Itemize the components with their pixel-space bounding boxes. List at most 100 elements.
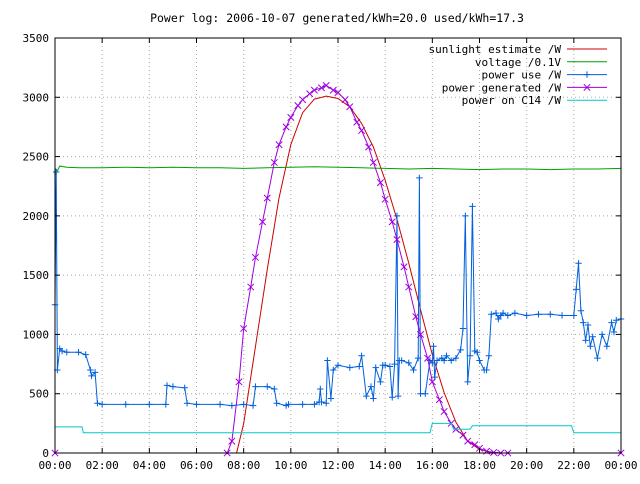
x-tick-label: 00:00 <box>604 459 637 472</box>
data-point-power-use-w <box>216 401 224 408</box>
data-point-power-use-w <box>311 401 318 408</box>
data-point-power-use-w <box>264 383 271 390</box>
data-point-power-use-w <box>98 401 106 408</box>
data-point-power-use-w <box>466 352 474 359</box>
data-point-power-use-w <box>495 315 502 323</box>
data-point-power-use-w <box>582 337 589 344</box>
series-power-on-c14-w <box>55 422 621 434</box>
data-point-power-use-w <box>88 372 95 380</box>
data-point-power-generated-w <box>299 96 307 104</box>
data-point-power-generated-w <box>412 313 420 321</box>
legend-label-power-generated-w: power generated /W <box>442 81 562 94</box>
series-line-voltage-0-1v <box>54 165 622 172</box>
data-point-power-use-w <box>193 401 200 408</box>
data-point-power-generated-w <box>428 378 436 386</box>
data-point-power-use-w <box>323 400 330 407</box>
data-point-power-generated-w <box>263 194 271 202</box>
data-point-power-use-w <box>228 402 236 409</box>
data-point-power-use-w <box>398 357 405 364</box>
legend-marker-power-generated-w <box>583 83 591 91</box>
data-point-power-use-w <box>162 401 170 408</box>
data-point-power-use-w <box>94 400 101 407</box>
data-point-power-use-w <box>414 354 422 362</box>
data-point-power-use-w <box>577 307 585 314</box>
data-point-power-use-w <box>464 378 471 386</box>
data-point-power-use-w <box>572 286 580 293</box>
data-point-power-use-w <box>324 357 331 364</box>
y-tick-label: 500 <box>29 388 49 401</box>
x-tick-label: 12:00 <box>321 459 354 472</box>
data-point-power-generated-w <box>440 407 448 416</box>
data-point-power-use-w <box>584 321 592 329</box>
data-point-power-use-w <box>452 354 460 362</box>
data-point-power-use-w <box>394 392 402 400</box>
tick-layer: 0 500 1000 1500 2000 2500 3000 3500 00:00 02:00 04… <box>23 32 638 472</box>
data-point-power-use-w <box>163 382 171 389</box>
data-point-power-use-w <box>370 395 377 402</box>
data-point-power-use-w <box>327 395 335 402</box>
data-point-power-use-w <box>416 174 423 182</box>
data-point-power-use-w <box>389 394 396 401</box>
data-point-power-generated-w <box>251 253 260 261</box>
y-tick-label: 0 <box>42 447 49 460</box>
data-point-power-use-w <box>75 349 82 356</box>
data-point-power-generated-w <box>464 437 472 445</box>
data-point-power-use-w <box>570 312 578 319</box>
data-point-power-use-w <box>613 317 620 324</box>
data-point-power-generated-w <box>471 441 479 449</box>
data-point-power-use-w <box>485 352 493 359</box>
y-tick-label: 3500 <box>23 32 50 45</box>
data-point-power-generated-w <box>329 86 337 94</box>
data-point-power-generated-w <box>405 283 413 291</box>
x-tick-label: 18:00 <box>463 459 496 472</box>
data-point-power-use-w <box>504 312 511 319</box>
data-point-power-use-w <box>523 312 530 319</box>
data-point-power-use-w <box>181 384 188 391</box>
data-point-power-use-w <box>587 343 594 350</box>
data-point-power-generated-w <box>247 283 255 291</box>
data-point-power-generated-w <box>490 448 498 456</box>
legend-label-power-use-w: power use /W <box>482 69 562 82</box>
legend-label-voltage-0-1v: voltage /0.1V <box>475 56 561 69</box>
data-point-power-generated-w <box>282 123 290 131</box>
data-point-power-generated-w <box>346 103 354 111</box>
data-point-power-use-w <box>488 311 495 318</box>
data-point-power-use-w <box>356 363 363 370</box>
data-point-power-use-w <box>594 354 601 362</box>
y-tick-label: 3000 <box>23 91 50 104</box>
data-point-power-generated-w <box>258 218 267 226</box>
data-point-power-use-w <box>169 383 177 390</box>
data-point-power-use-w <box>608 319 615 326</box>
series-power-use-w <box>51 168 625 409</box>
data-point-power-use-w <box>410 366 417 374</box>
data-point-power-use-w <box>430 343 437 350</box>
data-point-power-generated-w <box>416 330 425 338</box>
series-line-power-generated-w <box>55 84 621 454</box>
data-point-power-use-w <box>443 352 450 359</box>
data-point-power-use-w <box>429 359 436 367</box>
y-tick-label: 1000 <box>23 328 50 341</box>
y-tick-label: 1500 <box>23 269 50 282</box>
data-point-power-use-w <box>183 400 191 407</box>
data-point-power-use-w <box>457 346 464 354</box>
data-point-power-generated-w <box>294 102 302 110</box>
data-point-power-generated-w <box>369 158 377 167</box>
data-point-power-use-w <box>476 357 483 364</box>
y-tick-label: 2500 <box>23 151 50 164</box>
x-tick-label: 20:00 <box>510 459 543 472</box>
data-point-power-generated-w <box>287 113 295 121</box>
x-tick-label: 06:00 <box>180 459 213 472</box>
data-point-power-use-w <box>330 366 337 374</box>
data-point-power-generated-w <box>459 431 467 439</box>
x-tick-label: 08:00 <box>227 459 260 472</box>
data-point-power-use-w <box>405 359 412 367</box>
data-point-power-generated-w <box>388 218 396 226</box>
data-point-power-generated-w <box>353 118 361 126</box>
data-point-power-use-w <box>393 212 401 220</box>
data-point-power-use-w <box>317 385 324 393</box>
data-point-power-generated-w <box>341 96 349 104</box>
data-point-power-use-w <box>391 360 398 368</box>
data-point-power-use-w <box>462 212 469 220</box>
